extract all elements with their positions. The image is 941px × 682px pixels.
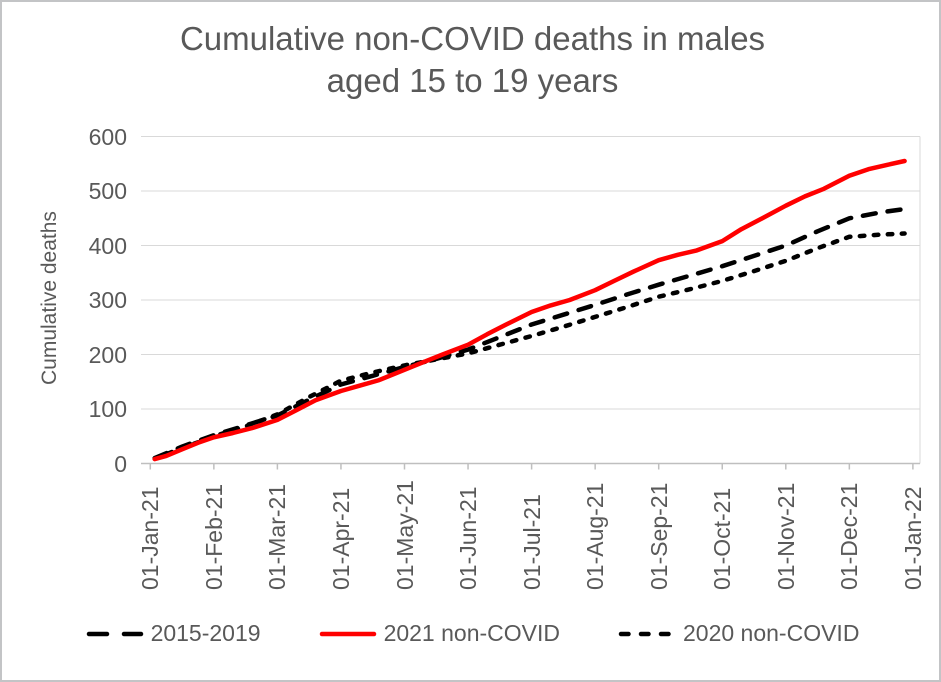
chart-title-line-1: Cumulative non-COVID deaths in males (179, 20, 766, 57)
y-tick-label-300: 300 (88, 287, 127, 313)
y-tick-label-200: 200 (88, 341, 127, 368)
legend: 2015-2019 2021 non-COVID 2020 non-COVID (2, 620, 939, 647)
y-tick-label-100: 100 (88, 396, 127, 422)
legend-line-sample-icon (618, 631, 676, 636)
legend-label: 2021 non-COVID (383, 620, 560, 646)
y-tick-label-0: 0 (114, 450, 127, 477)
series-line-2020-non-covid (152, 231, 907, 461)
legend-item-2015-2019: 2015-2019 (86, 620, 261, 647)
legend-label: 2020 non-COVID (683, 620, 860, 646)
y-tick-label-600: 600 (88, 123, 127, 150)
legend-line-sample-icon (319, 631, 376, 636)
legend-item-2021-non-covid: 2021 non-COVID (319, 620, 560, 647)
legend-label: 2015-2019 (150, 620, 261, 646)
series-line-2015-2019 (152, 206, 907, 461)
legend-line-sample-icon (86, 631, 143, 636)
y-tick-label-500: 500 (88, 178, 127, 204)
chart-title-line-2: aged 15 to 19 years (326, 62, 619, 99)
y-tick-label-400: 400 (88, 232, 127, 259)
legend-item-2020-non-covid: 2020 non-COVID (618, 620, 859, 647)
series-line-2021-non-covid (152, 158, 907, 462)
chart-title: Cumulative non-COVID deaths in males age… (2, 18, 939, 102)
